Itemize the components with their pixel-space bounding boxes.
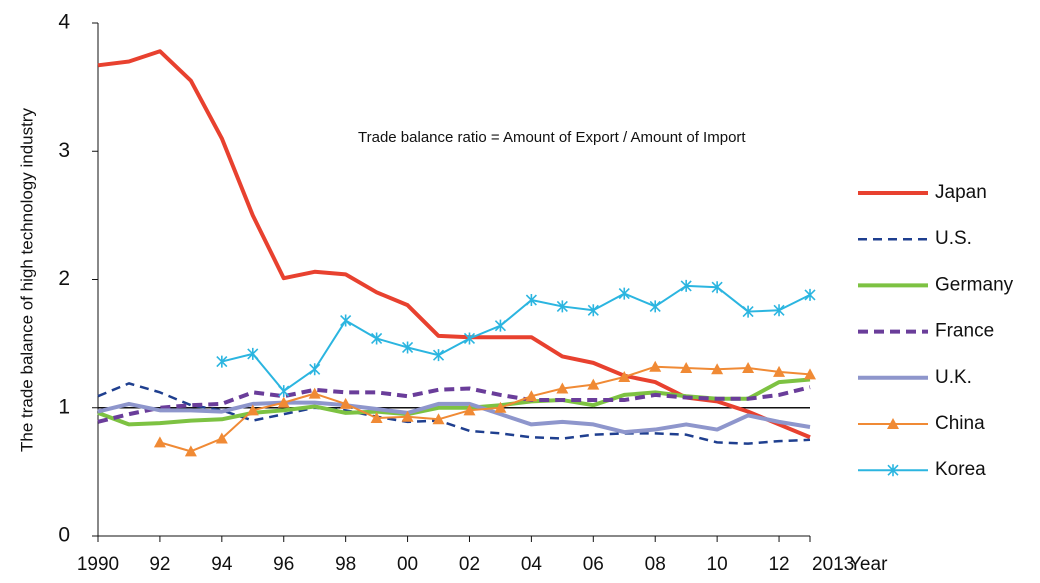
marker: [680, 361, 693, 373]
marker: [308, 387, 321, 399]
marker: [246, 404, 259, 416]
marker: [773, 304, 785, 317]
marker: [525, 294, 537, 307]
marker: [184, 445, 197, 457]
y-tick-label: 4: [58, 11, 70, 34]
marker: [556, 382, 569, 394]
marker: [742, 305, 754, 318]
x-tick-label: 04: [521, 554, 543, 575]
marker: [432, 349, 445, 362]
legend-label: Korea: [935, 459, 986, 480]
marker: [216, 355, 228, 368]
marker: [401, 410, 414, 422]
marker: [618, 287, 630, 300]
annotation: Trade balance ratio = Amount of Export /…: [358, 129, 746, 146]
marker: [587, 378, 600, 390]
x-tick-label: 98: [335, 554, 356, 575]
x-tick-label: 1990: [77, 554, 119, 575]
legend-label: Japan: [935, 182, 987, 203]
legend-label: U.K.: [935, 367, 972, 388]
y-tick-label: 3: [58, 139, 70, 162]
series-line: [97, 49, 811, 440]
marker: [463, 404, 476, 416]
x-axis-label: Year: [849, 554, 888, 575]
marker: [556, 300, 568, 313]
marker: [649, 360, 662, 372]
marker: [277, 396, 290, 408]
legend-label: Germany: [935, 274, 1014, 295]
x-tick-label: 92: [149, 554, 170, 575]
marker: [587, 304, 599, 317]
marker: [215, 432, 228, 444]
marker: [153, 436, 166, 448]
x-tick-label: 06: [583, 554, 604, 575]
marker: [887, 418, 899, 429]
x-tick-label: 00: [397, 554, 418, 575]
marker: [773, 365, 786, 377]
legend-label: France: [935, 321, 994, 342]
series-line: [97, 400, 811, 435]
marker: [339, 397, 352, 409]
legend-label: U.S.: [935, 228, 972, 249]
marker: [711, 281, 723, 294]
marker: [309, 363, 321, 376]
x-tick-label: 96: [273, 554, 294, 575]
y-tick-label: 0: [58, 524, 70, 547]
x-tick-label: 10: [707, 554, 728, 575]
marker: [618, 370, 631, 382]
marker: [401, 341, 414, 354]
marker: [887, 464, 899, 477]
marker: [525, 390, 538, 402]
legend-label: China: [935, 413, 985, 434]
x-tick-label: 08: [645, 554, 666, 575]
marker: [463, 332, 476, 345]
marker: [804, 288, 816, 301]
marker: [494, 319, 507, 332]
x-tick-label: 12: [768, 554, 789, 575]
marker: [711, 363, 724, 375]
marker: [680, 279, 692, 292]
marker: [742, 361, 755, 373]
marker: [247, 347, 259, 360]
series-line: [97, 385, 811, 424]
y-tick-label: 1: [58, 395, 70, 418]
x-tick-label: 94: [211, 554, 233, 575]
marker: [370, 412, 383, 424]
marker: [804, 368, 816, 380]
marker: [340, 314, 352, 327]
y-tick-label: 2: [58, 267, 70, 290]
marker: [432, 413, 445, 425]
series-line: [159, 365, 811, 453]
marker: [649, 300, 661, 313]
marker: [371, 332, 383, 345]
marker: [494, 401, 507, 413]
x-tick-label: 2013: [812, 554, 854, 575]
series-line: [97, 382, 811, 445]
series-line: [221, 284, 811, 393]
x-tick-label: 02: [459, 554, 480, 575]
y-axis-label: The trade balance of high technology ind…: [17, 108, 36, 453]
marker: [278, 385, 290, 398]
